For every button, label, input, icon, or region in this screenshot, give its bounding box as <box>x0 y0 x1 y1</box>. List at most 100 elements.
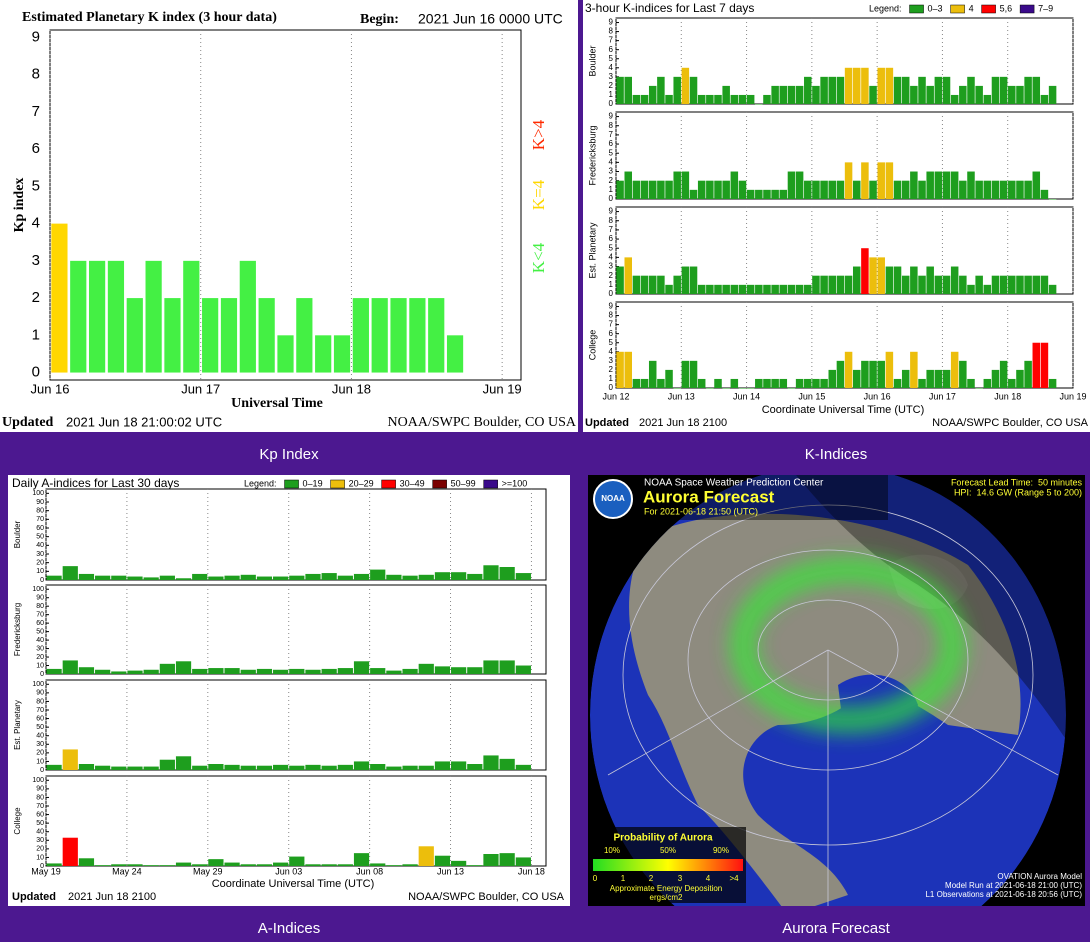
x-tick-label: May 19 <box>31 866 61 876</box>
bar <box>852 369 861 388</box>
bar <box>730 94 739 104</box>
series-name: Est. Planetary <box>13 700 22 750</box>
x-tick-label: Jun 03 <box>275 866 302 876</box>
bar <box>515 857 531 866</box>
bar <box>1048 199 1057 200</box>
bar <box>844 162 853 199</box>
x-tick-label: Jun 19 <box>1059 391 1086 401</box>
bar <box>869 257 877 294</box>
y-tick-label: 0 <box>40 577 44 584</box>
bar <box>950 351 959 388</box>
bar <box>967 378 975 388</box>
bar <box>673 388 681 389</box>
bar <box>730 284 739 294</box>
y-tick-label: 4 <box>32 215 40 232</box>
y-tick-label: 6 <box>32 140 40 157</box>
bar <box>918 76 926 104</box>
legend-label: 0–3 <box>928 3 943 13</box>
bar <box>665 94 673 104</box>
header: NOAA Space Weather Prediction Center <box>644 478 824 489</box>
bar <box>256 576 273 580</box>
bar <box>256 668 273 674</box>
bar <box>901 369 910 388</box>
y-tick-label: 100 <box>32 490 44 497</box>
bar <box>706 284 714 294</box>
bar <box>918 378 926 388</box>
y-tick-label: 3 <box>609 72 614 81</box>
bar <box>273 764 289 770</box>
bar <box>95 575 111 580</box>
legend-label: K=4 <box>529 179 548 210</box>
probability-label: 10% <box>604 846 620 855</box>
energy-label: 4 <box>706 874 711 883</box>
bar <box>869 360 877 388</box>
bar <box>208 668 224 674</box>
y-tick-label: 90 <box>36 690 44 697</box>
bar <box>689 189 698 199</box>
bar <box>779 85 788 104</box>
bar <box>352 298 369 373</box>
bar <box>483 565 499 580</box>
bar <box>1032 76 1041 104</box>
bar <box>910 85 918 104</box>
bar <box>256 864 273 866</box>
bar <box>483 854 499 866</box>
series-name: Est. Planetary <box>587 222 597 279</box>
bar <box>273 862 289 866</box>
probability-label: 90% <box>713 846 729 855</box>
bar <box>370 569 386 580</box>
legend-label: K<4 <box>529 242 548 273</box>
bar <box>681 266 690 294</box>
bar <box>722 284 730 294</box>
legend-swatch <box>981 4 996 14</box>
bar <box>755 189 763 199</box>
y-tick-label: 2 <box>32 289 40 306</box>
bar <box>746 189 755 199</box>
bar <box>78 573 95 580</box>
valid-time: For 2021-06-18 21:50 (UTC) <box>644 506 758 516</box>
bar <box>926 171 934 199</box>
bar <box>418 846 434 866</box>
bar <box>451 761 467 770</box>
bar <box>763 284 771 294</box>
bar <box>95 765 111 770</box>
bar <box>828 369 837 388</box>
bar <box>665 180 673 199</box>
bar <box>861 360 869 388</box>
bar <box>333 335 351 373</box>
legend-label: 50–99 <box>451 478 476 488</box>
x-tick-label: Jun 13 <box>437 866 464 876</box>
bar <box>795 85 804 104</box>
bar <box>95 669 111 674</box>
bar <box>467 764 483 770</box>
bar <box>1024 360 1032 388</box>
series-name: Boulder <box>587 45 597 76</box>
bar <box>434 666 451 674</box>
bar <box>852 180 861 199</box>
bar <box>950 266 959 294</box>
bar <box>852 67 861 104</box>
bar <box>877 257 885 294</box>
bar <box>337 764 353 770</box>
bar <box>730 171 739 199</box>
bar <box>640 180 649 199</box>
bar <box>434 572 451 580</box>
updated-label: Updated <box>585 417 629 429</box>
bar <box>499 660 515 674</box>
y-tick-label: 8 <box>609 121 614 130</box>
y-tick-label: 1 <box>609 280 614 289</box>
y-tick-label: 80 <box>36 698 44 705</box>
bar <box>402 765 418 770</box>
bar <box>446 335 464 373</box>
y-tick-label: 0 <box>40 767 44 774</box>
bar <box>706 388 714 389</box>
y-tick-label: 80 <box>36 508 44 515</box>
bar <box>111 575 127 580</box>
bar <box>738 388 747 389</box>
y-tick-label: 7 <box>32 103 40 120</box>
legend-swatch <box>483 479 498 489</box>
hpi: HPI: 14.6 GW (Range 5 to 200) <box>954 487 1082 497</box>
y-tick-label: 40 <box>36 637 44 644</box>
bar <box>127 864 143 866</box>
bar <box>844 67 853 104</box>
